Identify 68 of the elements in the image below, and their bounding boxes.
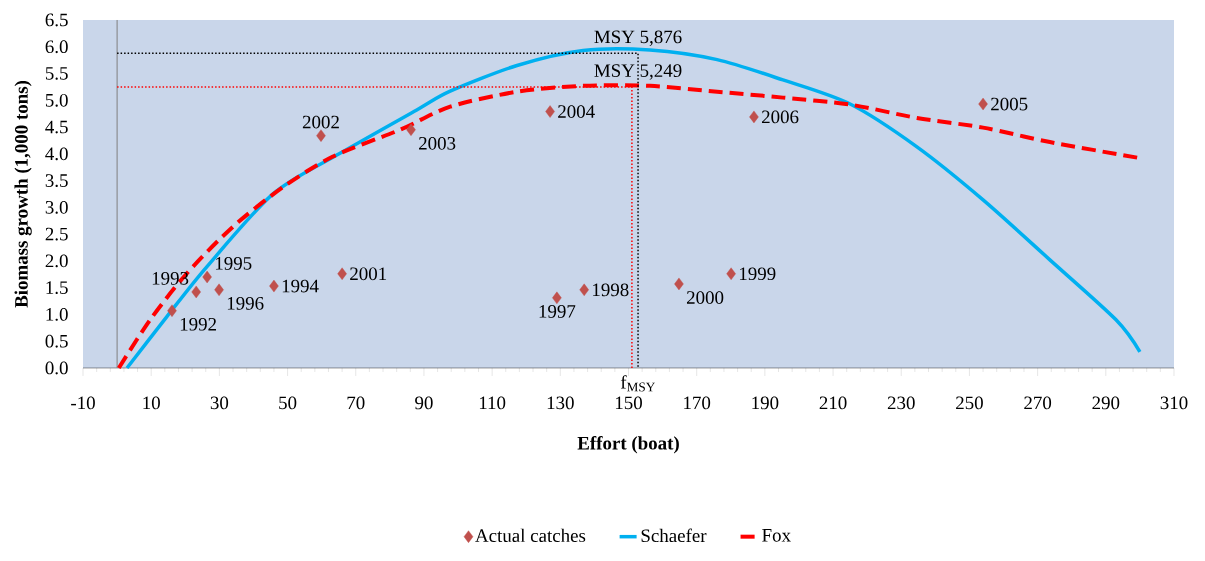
- annotation: 1999: [739, 267, 776, 281]
- annotation: f$_{MSY}$: [620, 375, 655, 392]
- y-tick-label: 3.0: [45, 200, 68, 214]
- point: [191, 285, 201, 299]
- annotation: MSY 5,249: [594, 64, 682, 80]
- x-tick-label: 190: [752, 396, 779, 410]
- point: [337, 267, 347, 280]
- x-tick-label: 10: [143, 396, 160, 410]
- x-tick-label: 110: [479, 396, 506, 410]
- point: [978, 97, 988, 111]
- x-tick-label: 270: [1024, 396, 1052, 410]
- x-tick-label: 50: [279, 396, 297, 410]
- point: [579, 283, 589, 297]
- y-tick-label: 5.5: [45, 67, 68, 80]
- annotation: 2002: [302, 115, 339, 129]
- point: [749, 110, 759, 124]
- point: [202, 270, 212, 284]
- x-tick-label: 70: [347, 396, 365, 410]
- annotation: 2000: [686, 291, 724, 304]
- x-tick-label: -10: [71, 396, 95, 410]
- y-tick-label: 4.5: [45, 120, 68, 134]
- point: [269, 279, 279, 293]
- x-tick-label: 150: [615, 396, 642, 410]
- point: [316, 129, 326, 142]
- y-tick-label: 2.5: [45, 227, 68, 241]
- x-tick-label: 30: [210, 396, 229, 410]
- x-tick-label: 230: [887, 396, 915, 410]
- x-tick-label: 250: [956, 396, 983, 410]
- annotation: 1998: [593, 283, 629, 297]
- x-tick-label: 290: [1092, 396, 1120, 410]
- y-tick-label: 2.0: [45, 254, 68, 268]
- x-tick-label: 310: [1160, 396, 1188, 410]
- annotation: 2003: [419, 136, 456, 150]
- y-tick-label: 3.5: [45, 174, 68, 187]
- y-tick-label: 1.5: [46, 281, 68, 295]
- annotation: 1994: [282, 279, 319, 293]
- annotation: 2004: [558, 105, 595, 118]
- annotation: 1996: [227, 297, 264, 310]
- annotation: 1992: [180, 317, 217, 331]
- x-tick-label: 210: [819, 396, 847, 410]
- x-tick-label: 170: [684, 396, 711, 410]
- annotation: 1997: [539, 305, 576, 318]
- y-tick-label: 0.5: [45, 334, 68, 348]
- point: [214, 283, 224, 297]
- y-tick-label: 5.0: [45, 93, 68, 107]
- y-tick-label: 1.0: [46, 308, 68, 321]
- point: [167, 304, 177, 317]
- annotation: 2005: [991, 97, 1028, 111]
- x-tick-label: 130: [547, 396, 574, 410]
- y-axis-title: Biomass growth (1,000 tons): [14, 80, 32, 308]
- x-tick-label: 90: [415, 396, 433, 410]
- point: [406, 123, 416, 136]
- point: [545, 105, 555, 118]
- legend-label: Fox: [762, 529, 791, 542]
- y-tick-label: 6.0: [45, 40, 68, 54]
- legend-label: Schaefer: [641, 528, 707, 543]
- point: [552, 291, 562, 305]
- x-axis-title: Effort (boat): [577, 436, 679, 454]
- legend-label: Actual catches: [475, 528, 586, 543]
- y-tick-label: 6.5: [45, 13, 68, 27]
- annotation: 2001: [350, 267, 387, 281]
- point: [674, 277, 684, 291]
- annotation: 2006: [761, 110, 799, 124]
- y-tick-label: 4.0: [45, 147, 68, 161]
- point: [726, 267, 736, 280]
- y-tick-label: 0.0: [45, 361, 68, 375]
- annotation: MSY 5,876: [594, 30, 682, 46]
- annotation: 1995: [215, 257, 252, 270]
